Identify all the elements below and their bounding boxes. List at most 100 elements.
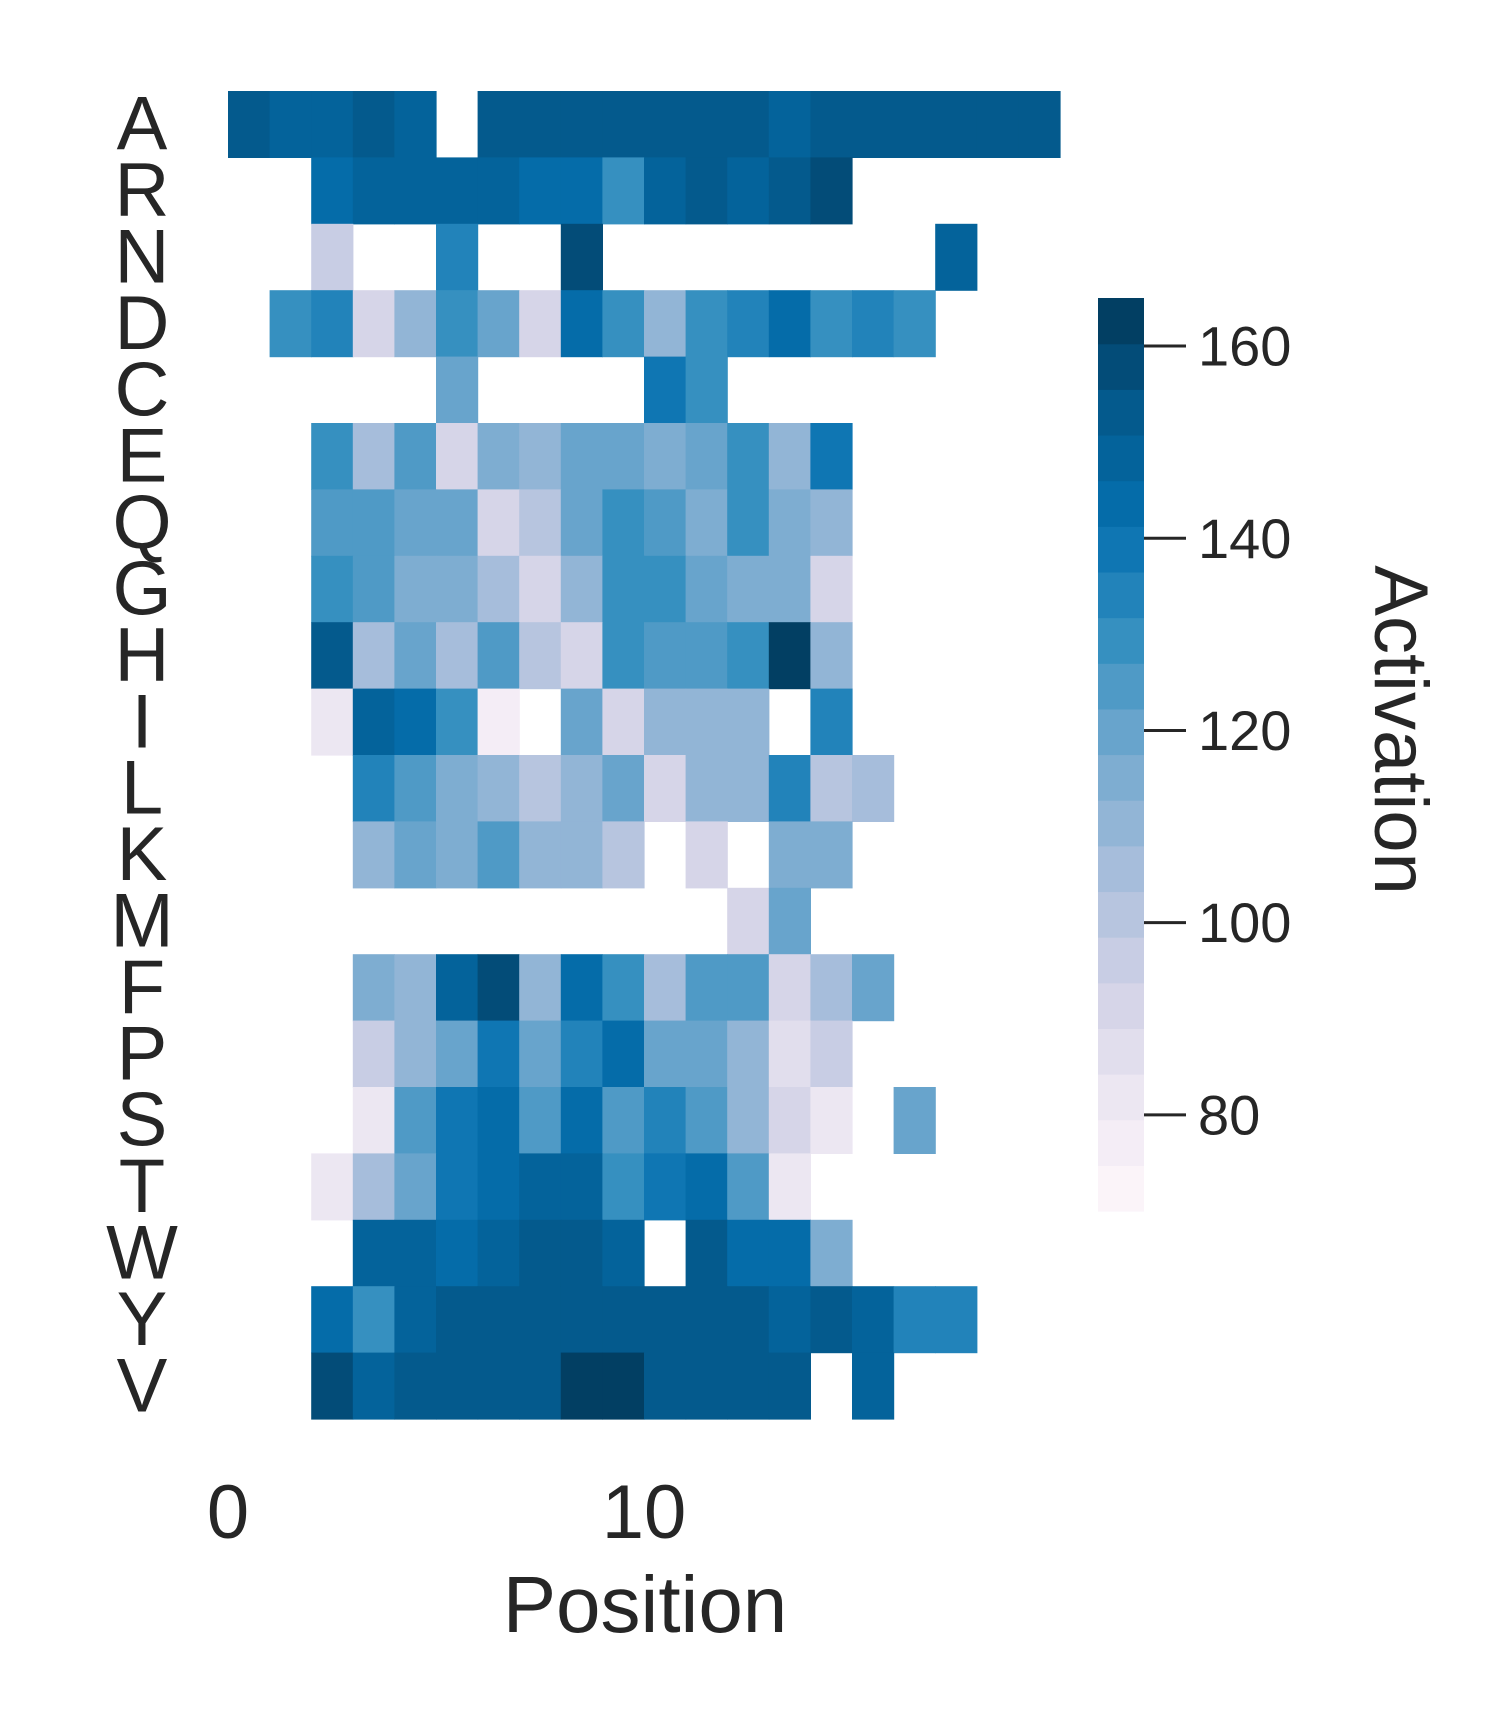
heatmap-cell [311,555,354,623]
row-tick-label: C [115,347,170,432]
heatmap-cell [727,1153,770,1221]
heatmap-cell [519,1087,562,1154]
heatmap-cell [560,1153,603,1221]
heatmap-cell [436,356,479,424]
heatmap-cell [394,157,437,225]
heatmap-cell [436,1087,479,1154]
row-tick-label: K [117,812,168,897]
heatmap-cell [311,688,354,756]
heatmap-cell [727,755,770,822]
heatmap-cell [768,1153,811,1221]
heatmap-cell [602,1219,645,1287]
row-tick-label: Y [117,1277,168,1362]
heatmap-cell [477,157,520,225]
heatmap-cell [810,555,853,623]
heatmap-cell [602,1020,645,1088]
heatmap-cell [685,1020,728,1088]
heatmap-cell [644,1020,687,1088]
heatmap-cell [560,821,603,889]
heatmap-cell [519,755,562,822]
colorbar-segment [1098,343,1144,390]
colorbar-segment [1098,298,1144,345]
heatmap-cell [560,1286,603,1354]
x-tick-label: 0 [207,1470,249,1555]
heatmap-cell [477,290,520,358]
heatmap-cell [768,1352,811,1420]
row-tick-label: A [117,82,168,167]
heatmap-cell [352,622,395,690]
heatmap-cell [685,1286,728,1354]
colorbar-segment [1098,1028,1144,1075]
heatmap-cell [602,91,645,158]
heatmap-cell [727,1020,770,1088]
heatmap-cell [560,954,603,1022]
heatmap-cell [519,489,562,557]
heatmap-cell [436,954,479,1022]
heatmap-cell [810,91,853,158]
row-tick-label: M [110,879,173,964]
x-tick-label: 10 [602,1470,687,1555]
heatmap-cell [727,1219,770,1287]
colorbar-tick-label: 100 [1198,891,1291,954]
heatmap-cell [560,755,603,822]
heatmap-cell [352,1020,395,1088]
heatmap-cell [394,954,437,1022]
heatmap-cell [768,290,811,358]
heatmap-cell [269,290,312,358]
heatmap-cell [852,91,895,158]
heatmap-cell [436,755,479,822]
row-tick-label: T [119,1144,165,1229]
heatmap-cell [477,755,520,822]
colorbar-segment [1098,1074,1144,1121]
heatmap-cell [352,821,395,889]
heatmap-cell [352,1352,395,1420]
heatmap-cell [644,688,687,756]
heatmap-cell [311,223,354,291]
row-tick-label: E [117,414,168,499]
heatmap-cell [436,423,479,490]
heatmap-cell [602,688,645,756]
heatmap-cell [436,555,479,623]
heatmap-cell [519,1153,562,1221]
heatmap-cell [519,821,562,889]
heatmap-cell [477,91,520,158]
heatmap-cell [1018,91,1061,158]
heatmap-cell [727,1286,770,1354]
heatmap-cell [685,91,728,158]
heatmap-cell [560,91,603,158]
heatmap-cell [602,954,645,1022]
heatmap-cell [560,223,603,291]
heatmap-cell [727,489,770,557]
heatmap-cell [477,688,520,756]
heatmap-cell [436,1020,479,1088]
colorbar-segment [1098,571,1144,619]
heatmap-cell [810,157,853,225]
heatmap-cell [602,755,645,822]
heatmap-cell [810,1286,853,1354]
heatmap-cell [394,821,437,889]
row-tick-label: N [115,215,170,300]
heatmap-cell [768,1020,811,1088]
heatmap-cell [311,157,354,225]
heatmap-cell [519,157,562,225]
heatmap-cell [602,1153,645,1221]
heatmap-cell [644,954,687,1022]
heatmap-cell [644,489,687,557]
x-axis-ticks: 0 10 [207,1470,686,1555]
heatmap-cell [935,1286,978,1354]
heatmap-cell [685,290,728,358]
heatmap-cell [477,489,520,557]
heatmap-cell [810,290,853,358]
heatmap-cell [768,755,811,822]
heatmap-cell [727,1352,770,1420]
heatmap-cell [893,1087,936,1154]
colorbar-segment [1098,480,1144,527]
heatmap-cell [477,1286,520,1354]
heatmap-cell [519,622,562,690]
heatmap-cell [602,157,645,225]
heatmap-cell [685,356,728,424]
colorbar [1098,298,1144,1212]
heatmap-cell [685,157,728,225]
heatmap-cell [685,821,728,889]
heatmap-cell [768,887,811,955]
